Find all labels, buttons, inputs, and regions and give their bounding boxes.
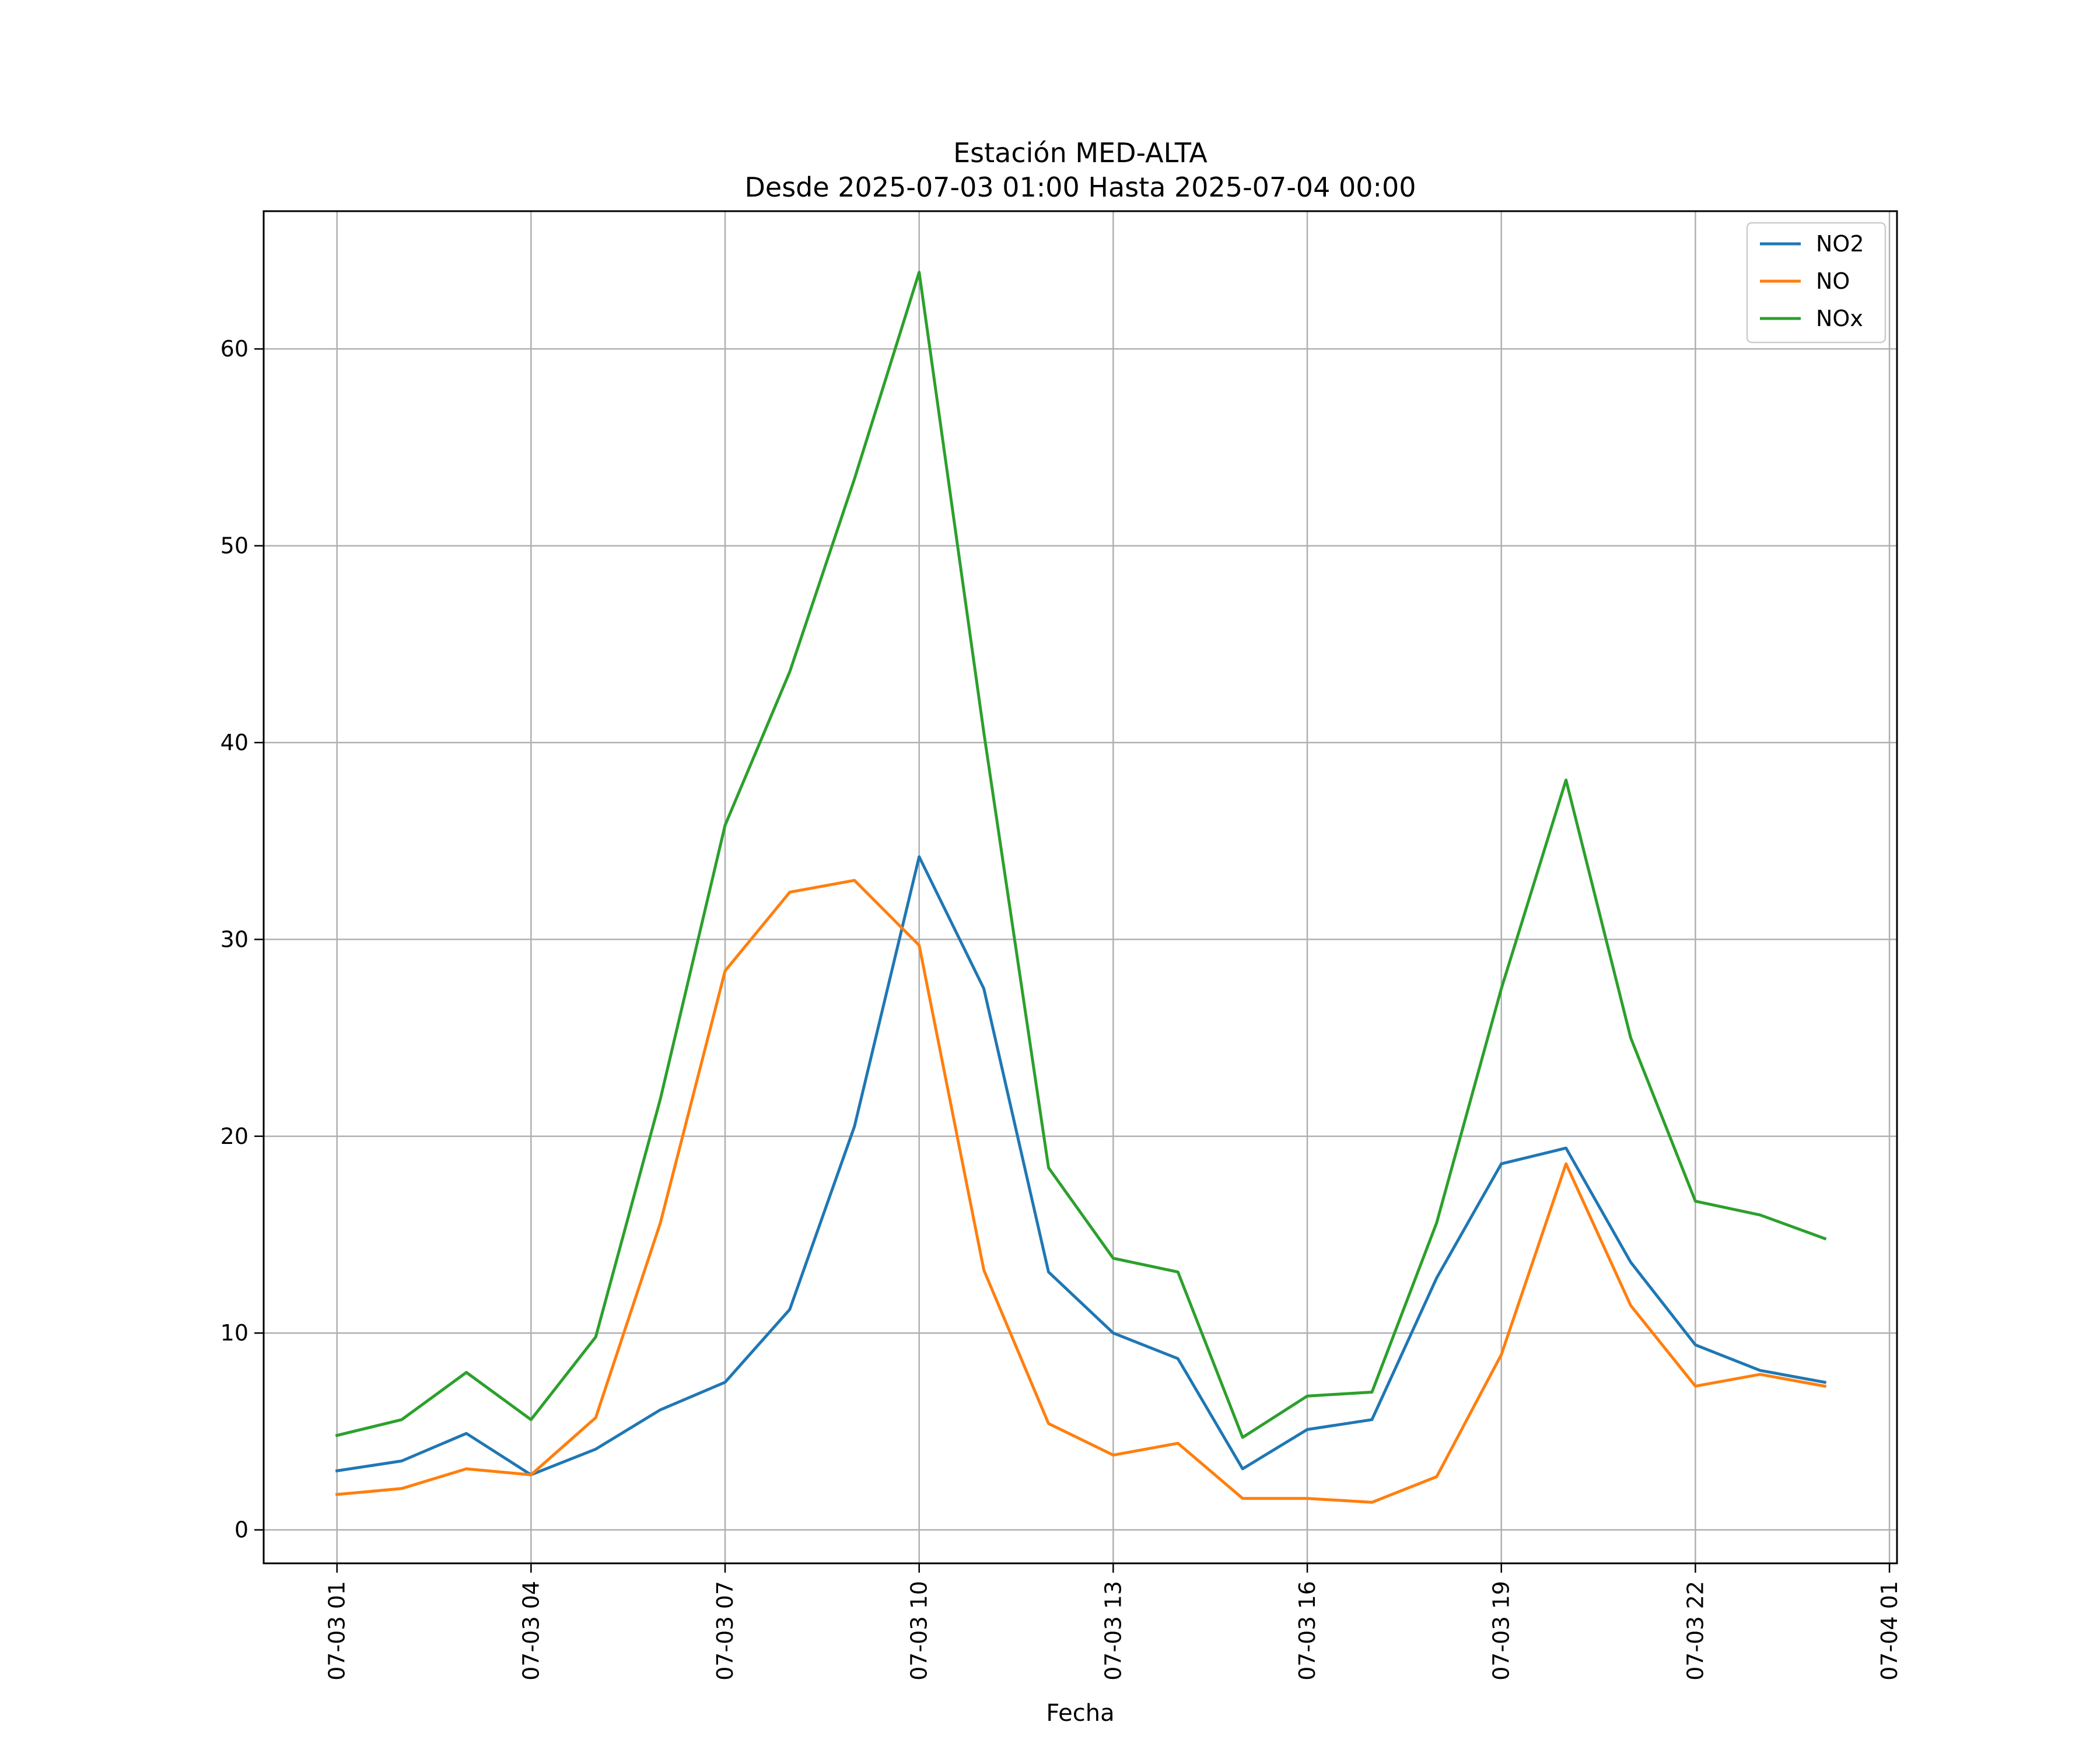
legend: NO2 NO NOx — [1746, 222, 1887, 344]
chart-title: Estación MED-ALTA — [953, 137, 1208, 169]
y-tick-label: 0 — [235, 1517, 249, 1543]
y-tick-label: 40 — [220, 730, 249, 755]
x-tick-label: 07-03 07 — [712, 1581, 738, 1681]
series-lines — [335, 271, 1827, 1504]
x-tick-label: 07-03 01 — [324, 1581, 350, 1681]
y-tick-label: 30 — [220, 926, 249, 952]
legend-label-no2: NO2 — [1816, 231, 1864, 257]
series-line-no — [335, 878, 1827, 1504]
x-tick-label: 07-03 04 — [518, 1581, 544, 1681]
x-tick-label: 07-03 16 — [1294, 1581, 1320, 1681]
x-axis-label: Fecha — [1046, 1700, 1114, 1727]
y-tick-label: 20 — [220, 1124, 249, 1149]
x-axis-ticks: 07-03 01 07-03 04 07-03 07 07-03 10 07-03 13… — [324, 1563, 1902, 1681]
y-tick-label: 10 — [220, 1320, 249, 1346]
y-tick-label: 60 — [220, 336, 249, 362]
legend-label-nox: NOx — [1816, 306, 1863, 331]
grid — [264, 211, 1897, 1563]
chart-subtitle: Desde 2025-07-03 01:00 Hasta 2025-07-04 … — [744, 172, 1416, 203]
x-tick-label: 07-03 10 — [907, 1581, 932, 1681]
series-line-no2 — [335, 855, 1827, 1476]
x-tick-label: 07-03 19 — [1489, 1581, 1514, 1681]
series-line-nox — [335, 271, 1827, 1439]
x-tick-label: 07-04 01 — [1877, 1581, 1902, 1681]
y-tick-label: 50 — [220, 533, 249, 559]
legend-box — [1746, 222, 1887, 344]
legend-label-no: NO — [1816, 268, 1850, 294]
plot-frame — [262, 210, 1898, 1564]
x-tick-label: 07-03 22 — [1682, 1581, 1708, 1681]
x-tick-label: 07-03 13 — [1100, 1581, 1126, 1681]
y-axis-ticks: 0 10 20 30 40 50 60 — [220, 336, 264, 1543]
